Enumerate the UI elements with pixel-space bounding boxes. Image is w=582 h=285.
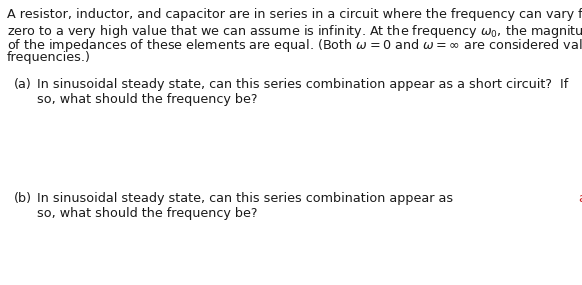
Text: (b): (b) bbox=[14, 192, 32, 205]
Text: frequencies.): frequencies.) bbox=[7, 52, 91, 64]
Text: so, what should the frequency be?: so, what should the frequency be? bbox=[37, 207, 257, 219]
Text: an open circuit?: an open circuit? bbox=[579, 192, 582, 205]
Text: In sinusoidal steady state, can this series combination appear as: In sinusoidal steady state, can this ser… bbox=[37, 192, 457, 205]
Text: zero to a very high value that we can assume is infinity. At the frequency $\ome: zero to a very high value that we can as… bbox=[7, 23, 582, 40]
Text: (a): (a) bbox=[14, 78, 32, 91]
Text: In sinusoidal steady state, can this series combination appear as a short circui: In sinusoidal steady state, can this ser… bbox=[37, 78, 568, 91]
Text: so, what should the frequency be?: so, what should the frequency be? bbox=[37, 93, 257, 105]
Text: A resistor, inductor, and capacitor are in series in a circuit where the frequen: A resistor, inductor, and capacitor are … bbox=[7, 8, 582, 21]
Text: of the impedances of these elements are equal. (Both $\omega = 0$ and $\omega = : of the impedances of these elements are … bbox=[7, 37, 582, 54]
